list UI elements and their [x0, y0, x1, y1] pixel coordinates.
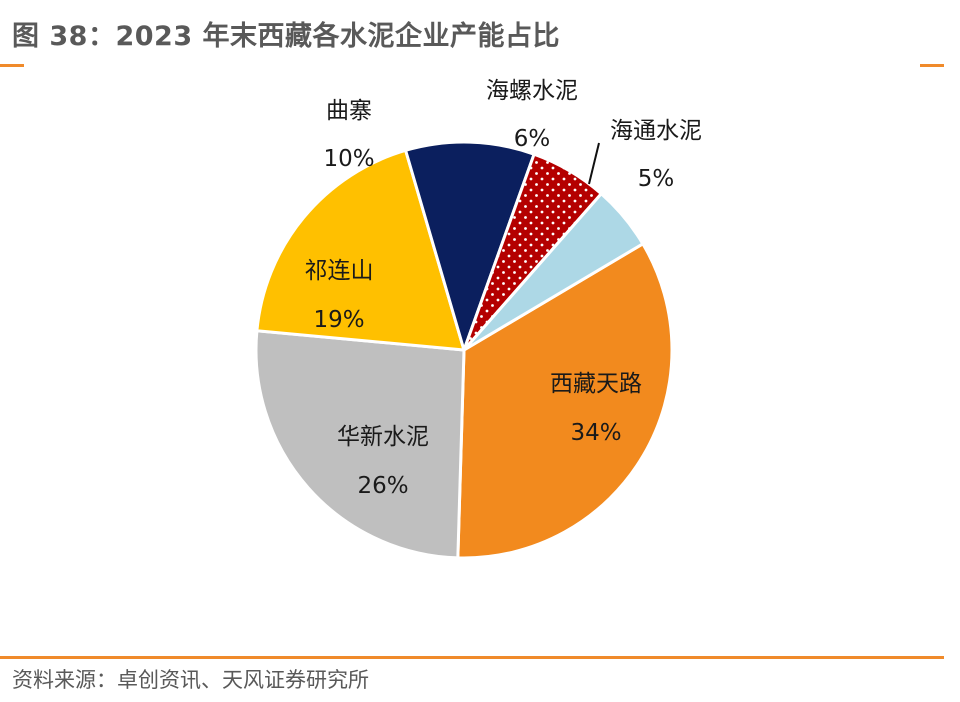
source-rule	[0, 656, 944, 659]
slice-percent-label: 19%	[313, 307, 364, 333]
pie-slices	[254, 140, 674, 560]
leader-line-haitong	[588, 142, 600, 185]
slice-percent-label: 26%	[357, 473, 408, 499]
title-rule-left	[0, 64, 24, 67]
slice-percent-label: 34%	[570, 420, 621, 446]
pie-labels: 西藏天路 34% 华新水泥 26% 祁连山 19% 曲寨 10% 海螺水泥 6% 海通水泥 5%	[305, 78, 703, 499]
pie-slice-6	[462, 192, 645, 352]
slice-name-label: 海通水泥	[610, 118, 702, 144]
slice-percent-label: 5%	[638, 166, 675, 192]
slice-name-label: 祁连山	[305, 258, 374, 284]
source-note: 资料来源：卓创资讯、天风证券研究所	[12, 668, 369, 692]
slice-name-label: 华新水泥	[337, 424, 429, 450]
slice-name-label: 西藏天路	[550, 371, 642, 397]
title-rule-right	[920, 64, 944, 67]
pie-slice-4	[404, 140, 536, 352]
chart-title: 图 38：2023 年末西藏各水泥企业产能占比	[12, 21, 561, 52]
slice-percent-label: 10%	[323, 146, 374, 172]
pie-slice-2	[254, 329, 466, 560]
pie-slice-3	[255, 148, 466, 352]
slice-name-label: 海螺水泥	[486, 78, 578, 104]
slice-percent-label: 6%	[514, 126, 551, 152]
slice-name-label: 曲寨	[326, 98, 372, 124]
